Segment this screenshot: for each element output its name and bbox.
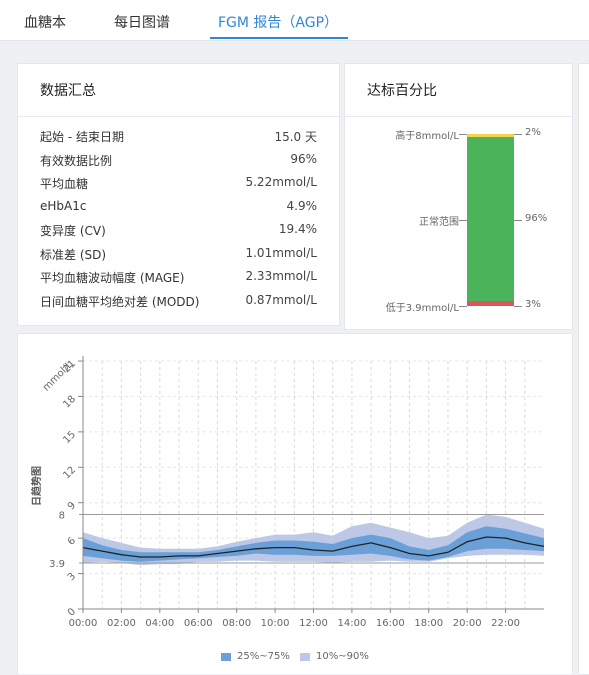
summary-row-label: 平均血糖波动幅度 (MAGE) [40, 271, 185, 285]
summary-row-value: 15.0 天 [274, 130, 317, 144]
summary-row: 标准差 (SD) 1.01mmol/L [40, 244, 317, 264]
summary-row-label: 变异度 (CV) [40, 224, 106, 238]
x-tick-label: 06:00 [184, 618, 213, 629]
legend-label: 10%~90% [316, 651, 369, 662]
divider [18, 116, 339, 117]
tab-daily-chart[interactable]: 每日图谱 [114, 15, 170, 31]
summary-row-value: 0.87mmol/L [245, 292, 317, 307]
x-tick-label: 00:00 [69, 618, 98, 629]
y-tick-label: 15 [61, 429, 78, 446]
x-tick-label: 12:00 [299, 618, 328, 629]
tir-normal-segment [467, 137, 514, 301]
summary-title: 数据汇总 [40, 83, 96, 99]
y-tick-label: 6 [66, 535, 78, 547]
tir-low-segment [467, 300, 514, 306]
tick [514, 306, 522, 307]
x-tick-label: 08:00 [222, 618, 251, 629]
divider [345, 116, 572, 117]
tab-fgm-report-agp[interactable]: FGM 报告（AGP） [218, 15, 339, 31]
summary-row-label: eHbA1c [40, 198, 87, 213]
summary-row-label: 日间血糖平均绝对差 (MODD) [40, 294, 200, 309]
y-unit-label: mmol/L [41, 359, 75, 393]
y-tick-label: 12 [61, 465, 78, 482]
tir-low-label: 低于3.9mmol/L [385, 303, 459, 314]
tab-bar: 血糖本 每日图谱 FGM 报告（AGP） [0, 0, 589, 41]
y-axis-title: 日趋势图 [30, 466, 43, 506]
y-tick-label: 9 [66, 500, 78, 512]
tab-glucose-log[interactable]: 血糖本 [24, 15, 66, 31]
x-tick-label: 14:00 [338, 618, 367, 629]
x-tick-label: 02:00 [107, 618, 136, 629]
summary-card: 数据汇总 起始 - 结束日期 15.0 天有效数据比例 96% 平均血糖 5.22mmo… [17, 63, 340, 326]
active-tab-indicator [210, 37, 348, 39]
summary-row: 平均血糖 5.22mmol/L [40, 173, 317, 193]
tick [459, 134, 467, 135]
x-tick-label: 22:00 [491, 618, 520, 629]
summary-row-value: 4.9% [286, 198, 318, 213]
median-line [82, 536, 545, 558]
summary-row: eHbA1c 4.9% [40, 197, 317, 217]
x-tick-label: 20:00 [453, 618, 482, 629]
tick [459, 306, 467, 307]
tir-high-pct: 2% [525, 127, 541, 138]
legend-swatch [300, 653, 310, 661]
tick [514, 220, 522, 221]
band-25-75 [83, 526, 544, 562]
tir-title: 达标百分比 [367, 83, 437, 99]
y-tick-label: 18 [61, 394, 78, 411]
partial-card-right [578, 63, 589, 675]
summary-row-value: 19.4% [278, 222, 317, 236]
summary-row: 有效数据比例 96% [40, 150, 317, 170]
summary-row-value: 2.33mmol/L [245, 269, 317, 283]
tir-low-pct: 3% [525, 299, 541, 310]
summary-row-label: 标准差 (SD) [40, 247, 107, 262]
tir-normal-pct: 96% [525, 213, 548, 224]
summary-row-value: 5.22mmol/L [245, 175, 317, 189]
summary-row-label: 有效数据比例 [40, 153, 113, 168]
summary-row-value: 96% [290, 151, 317, 166]
x-tick-label: 18:00 [414, 618, 443, 629]
tir-high-segment [467, 134, 514, 138]
time-in-range-card: 达标百分比 高于8mmol/L 2% 正常范围 96% 低于3.9mmol/L … [344, 63, 573, 330]
reference-label-low: 3.9 [49, 559, 65, 570]
tick [514, 134, 522, 135]
legend-swatch [221, 653, 231, 661]
agp-card: 3.9 8 0 3 6 9 12 15 18 21 mmol/L 日趋势图 00:00 02:00 04:0… [17, 333, 573, 674]
tir-normal-label: 正常范围 [419, 217, 459, 228]
summary-row: 变异度 (CV) 19.4% [40, 220, 317, 240]
tick [459, 220, 467, 221]
y-tick-label: 3 [66, 571, 78, 583]
summary-row-label: 平均血糖 [40, 177, 89, 191]
summary-row: 平均血糖波动幅度 (MAGE) 2.33mmol/L [40, 267, 317, 287]
x-tick-label: 04:00 [145, 618, 174, 629]
tir-high-label: 高于8mmol/L [395, 131, 459, 142]
y-tick-label: 0 [66, 606, 78, 618]
summary-row: 日间血糖平均绝对差 (MODD) 0.87mmol/L [40, 291, 317, 311]
summary-row-label: 起始 - 结束日期 [40, 130, 124, 144]
reference-label-high: 8 [59, 511, 65, 522]
x-tick-label: 10:00 [261, 618, 290, 629]
legend-label: 25%~75% [237, 651, 290, 662]
summary-row: 起始 - 结束日期 15.0 天 [40, 126, 317, 146]
x-tick-label: 16:00 [376, 618, 405, 629]
summary-row-value: 1.01mmol/L [245, 245, 317, 260]
